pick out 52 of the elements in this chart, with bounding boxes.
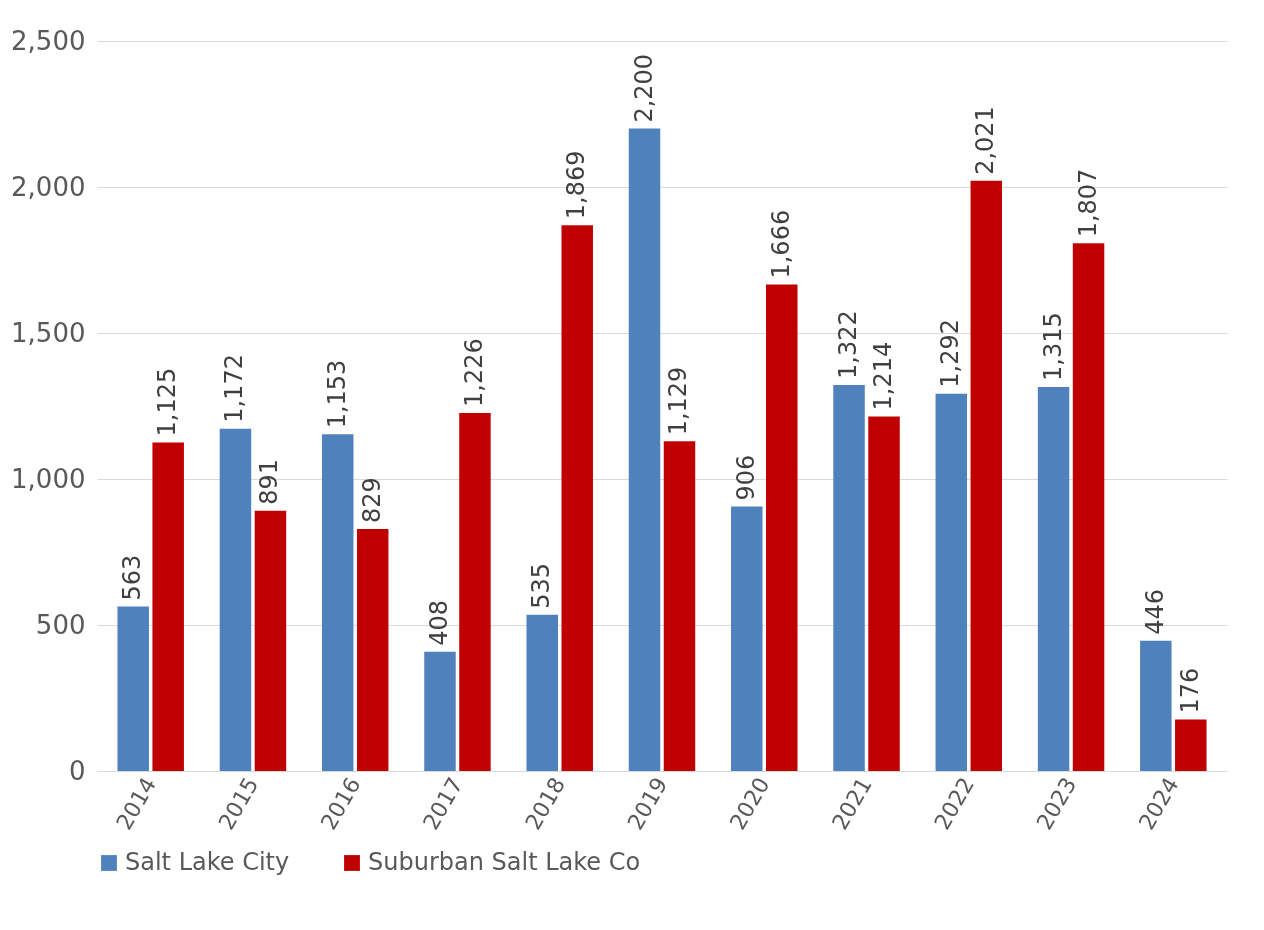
data-label: 1,292	[936, 319, 965, 388]
bar	[1175, 719, 1207, 771]
legend-label: Suburban Salt Lake Co	[368, 848, 641, 876]
data-label: 176	[1175, 667, 1204, 714]
bar	[117, 606, 149, 771]
bar	[459, 413, 491, 771]
bar	[424, 651, 456, 771]
bar	[152, 442, 184, 771]
data-label: 1,666	[766, 209, 795, 279]
bar	[628, 128, 661, 771]
y-tick-label: 500	[35, 609, 86, 640]
data-label: 1,869	[562, 150, 591, 220]
y-tick-label: 1,500	[11, 317, 86, 348]
y-tick-label: 2,000	[11, 171, 86, 202]
data-label: 535	[527, 562, 556, 609]
data-label: 829	[357, 477, 386, 523]
bar	[833, 384, 865, 771]
bar	[526, 614, 558, 771]
data-label: 1,315	[1038, 312, 1067, 382]
bar	[868, 416, 900, 771]
data-label: 408	[424, 600, 453, 646]
bar	[766, 284, 798, 771]
bar	[356, 528, 389, 771]
data-label: 563	[118, 554, 147, 601]
data-label: 906	[731, 454, 760, 501]
bar	[321, 434, 354, 771]
bar	[1140, 640, 1172, 771]
data-label: 2,021	[971, 106, 1000, 175]
data-label: 1,172	[220, 354, 249, 423]
bar	[254, 510, 287, 771]
data-label: 2,200	[629, 53, 658, 123]
data-label: 446	[1140, 588, 1169, 635]
legend-label: Salt Lake City	[125, 848, 290, 876]
y-tick-label: 2,500	[11, 25, 86, 56]
data-label: 891	[255, 459, 284, 505]
data-label: 1,322	[834, 310, 863, 379]
data-label: 1,214	[869, 341, 898, 411]
bar	[1037, 387, 1070, 771]
data-label: 1,807	[1073, 168, 1102, 238]
bar	[219, 428, 252, 771]
bar	[561, 225, 593, 771]
bar	[1072, 243, 1105, 771]
bar	[970, 180, 1003, 771]
y-tick-label: 1,000	[11, 463, 86, 494]
data-label: 1,153	[322, 359, 351, 429]
data-label: 1,125	[153, 367, 182, 437]
y-tick-label: 0	[68, 755, 86, 786]
bar	[663, 441, 696, 771]
data-label: 1,226	[459, 338, 488, 408]
bar	[731, 506, 763, 771]
bar	[935, 393, 968, 771]
data-label: 1,129	[664, 366, 693, 436]
